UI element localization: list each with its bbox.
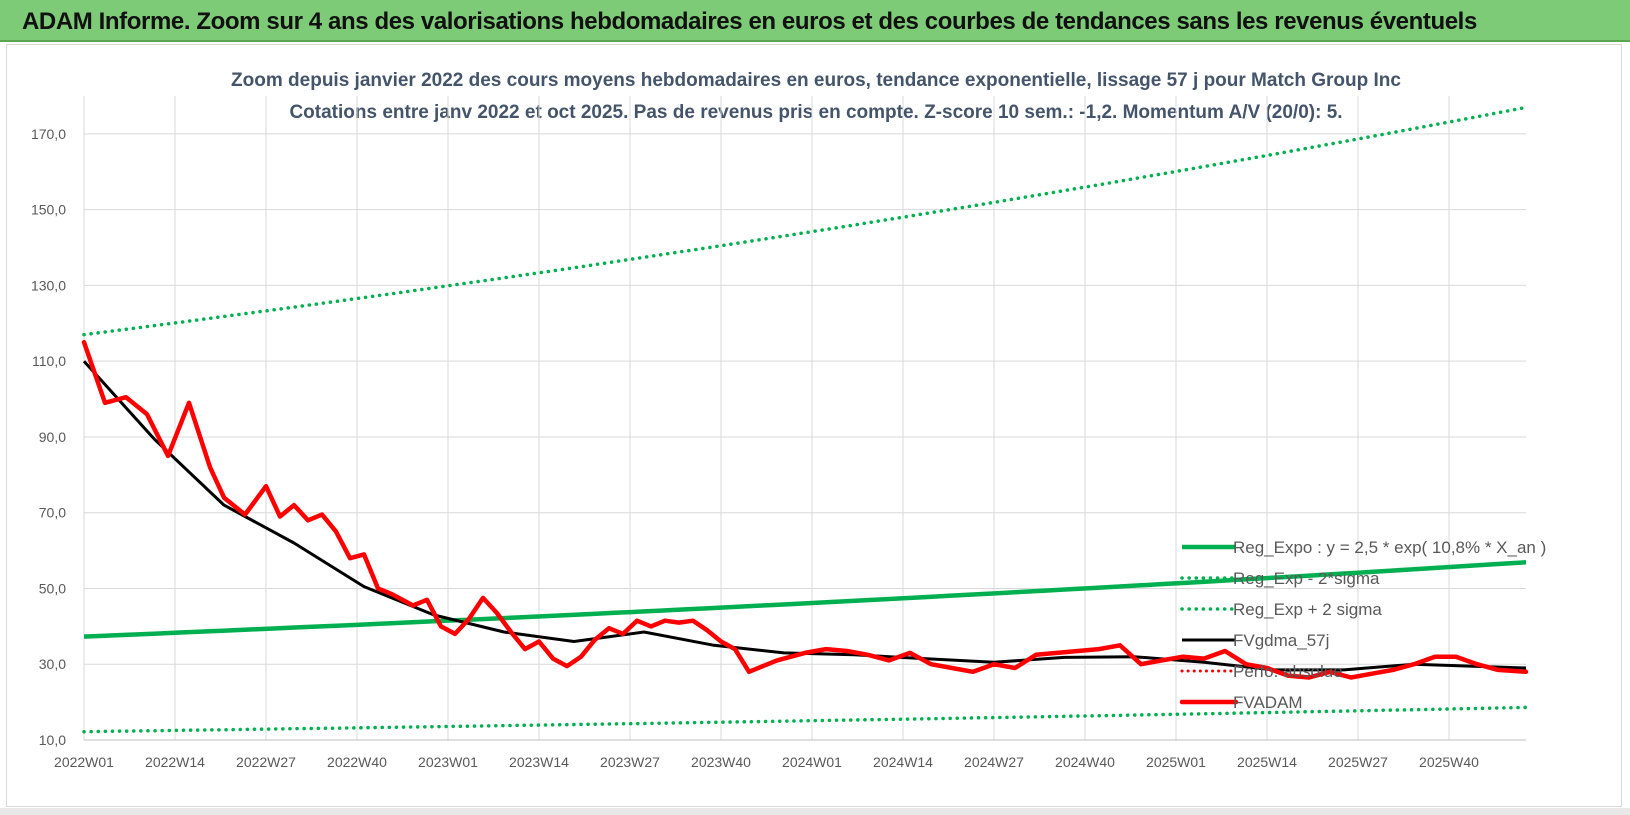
y-tick-label: 50,0 xyxy=(39,580,66,596)
x-tick-label: 2023W27 xyxy=(600,754,660,770)
x-tick-label: 2023W40 xyxy=(691,754,751,770)
series-line xyxy=(81,339,1529,680)
legend-label: Reg_Expo : y = 2,5 * exp( 10,8% * X_an ) xyxy=(1233,538,1546,557)
x-tick-label: 2023W14 xyxy=(509,754,569,770)
series-line xyxy=(82,705,1528,734)
chart-frame xyxy=(6,44,1622,807)
y-tick-label: 110,0 xyxy=(32,353,66,369)
x-tick-label: 2025W40 xyxy=(1419,754,1479,770)
legend-label: Reg_Exp + 2 sigma xyxy=(1233,600,1382,619)
x-tick-label: 2025W14 xyxy=(1237,754,1297,770)
x-tick-label: 2025W01 xyxy=(1146,754,1206,770)
y-tick-label: 70,0 xyxy=(39,505,66,521)
x-tick-label: 2024W27 xyxy=(964,754,1024,770)
legend-label: Reg_Exp - 2*sigma xyxy=(1233,569,1380,588)
x-axis: 2022W01 2022W14 2022W27 2022W40 2023W01 2023W… xyxy=(54,739,1526,770)
bottom-strip xyxy=(0,808,1630,815)
y-tick-label: 90,0 xyxy=(39,429,66,445)
y-tick-label: 170,0 xyxy=(31,126,66,142)
header-banner: ADAM Informe. Zoom sur 4 ans des valoris… xyxy=(0,0,1630,42)
y-axis: 10,0 30,0 50,0 70,0 90,0 110,0 130,0 150,0 170,0 xyxy=(31,126,66,748)
chart-series xyxy=(81,105,1529,734)
chart-title: Zoom depuis janvier 2022 des cours moyen… xyxy=(231,70,1401,91)
series-line xyxy=(82,105,1528,337)
x-tick-label: 2022W01 xyxy=(54,754,114,770)
banner-title: ADAM Informe. Zoom sur 4 ans des valoris… xyxy=(22,8,1477,35)
x-tick-label: 2024W14 xyxy=(873,754,933,770)
y-tick-label: 150,0 xyxy=(31,202,66,218)
x-tick-label: 2022W27 xyxy=(236,754,296,770)
y-tick-label: 10,0 xyxy=(39,732,66,748)
x-tick-label: 2024W40 xyxy=(1055,754,1115,770)
x-tick-label: 2023W01 xyxy=(418,754,478,770)
legend-label: Perfo. absolue xyxy=(1233,662,1343,681)
y-tick-label: 30,0 xyxy=(39,656,66,672)
x-tick-label: 2022W40 xyxy=(327,754,387,770)
series-line xyxy=(83,560,1527,639)
legend-label: FVADAM xyxy=(1233,693,1303,712)
chart-legend: Reg_Expo : y = 2,5 * exp( 10,8% * X_an )… xyxy=(1179,538,1546,712)
y-tick-label: 130,0 xyxy=(31,277,66,293)
series-line xyxy=(82,360,1527,672)
legend-label: FVgdma_57j xyxy=(1233,631,1329,650)
x-tick-label: 2022W14 xyxy=(145,754,205,770)
x-tick-label: 2024W01 xyxy=(782,754,842,770)
chart-subtitle: Cotations entre janv 2022 et oct 2025. P… xyxy=(289,102,1342,123)
chart-grid xyxy=(83,96,1526,741)
x-tick-label: 2025W27 xyxy=(1328,754,1388,770)
